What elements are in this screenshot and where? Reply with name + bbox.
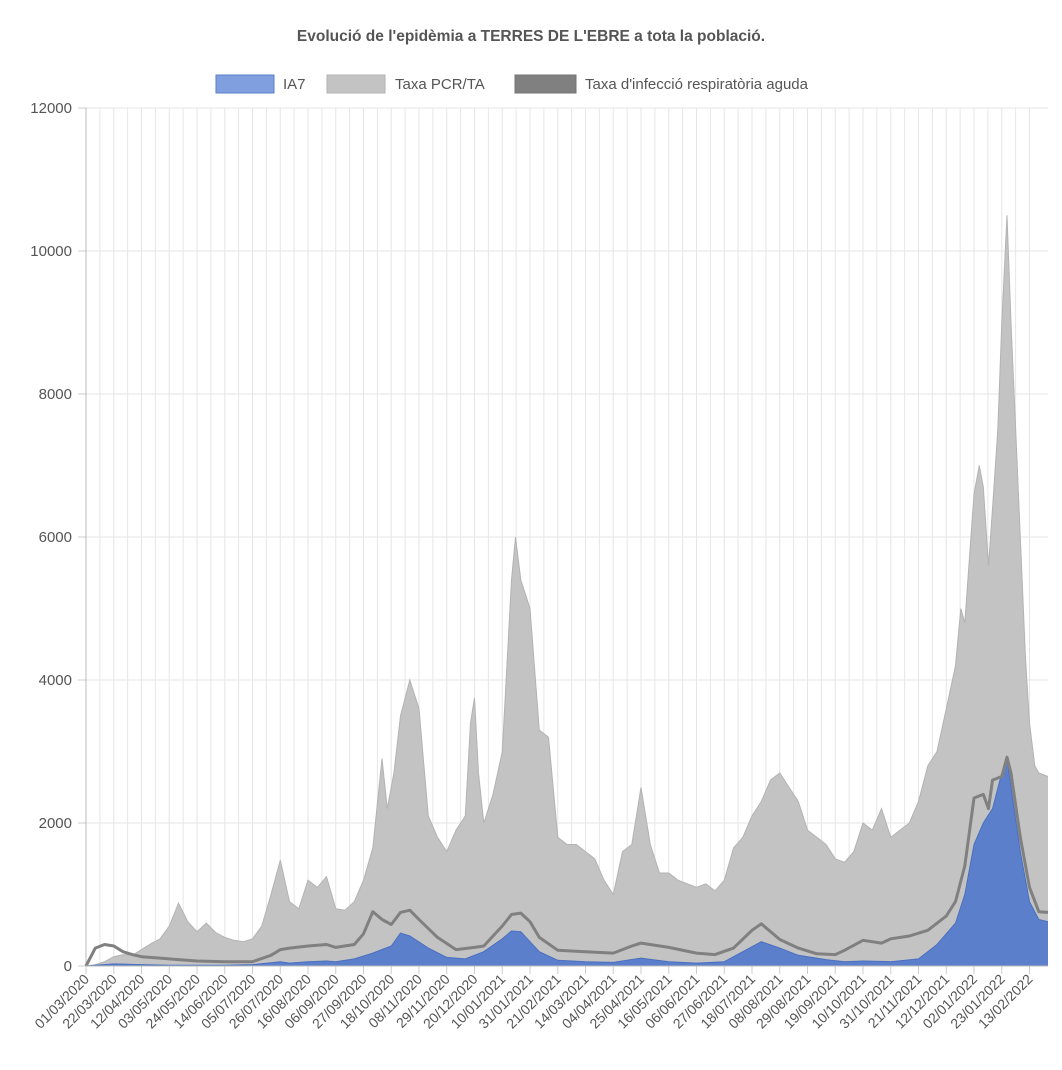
series-line-taxa-d-infecci-respirat-ria-aguda — [84, 755, 1049, 967]
y-tick-label: 6000 — [39, 529, 72, 546]
legend-item-ia7[interactable]: IA7 — [215, 74, 306, 94]
y-tick-label: 8000 — [39, 386, 72, 403]
series-edge-ia7 — [85, 758, 1049, 967]
y-tick-label: 0 — [64, 958, 72, 975]
legend-item-taxa-pcr[interactable]: Taxa PCR/TA — [326, 74, 485, 94]
legend-label-ia7: IA7 — [283, 76, 306, 93]
legend-swatch-taxa-pcr — [326, 74, 386, 94]
legend-swatch-taxa-ira — [514, 74, 577, 94]
legend-item-taxa-ira[interactable]: Taxa d'infecció respiratòria aguda — [514, 74, 809, 94]
legend: IA7 Taxa PCR/TA Taxa d'infecció respirat… — [215, 74, 809, 94]
series-edge-taxa-pcr-ta — [85, 215, 1049, 967]
legend-label-taxa-pcr: Taxa PCR/TA — [395, 76, 485, 93]
x-axis: 01/03/202022/03/202012/04/202003/05/2020… — [31, 965, 1048, 1032]
chart-title: Evolució de l'epidèmia a TERRES DE L'EBR… — [297, 28, 765, 45]
y-tick-label: 12000 — [30, 100, 72, 117]
y-axis: 0 2000 4000 6000 8000 10000 12000 — [30, 100, 87, 975]
legend-label-taxa-ira: Taxa d'infecció respiratòria aguda — [585, 76, 809, 93]
y-tick-label: 2000 — [39, 815, 72, 832]
y-tick-label: 4000 — [39, 672, 72, 689]
series-area-taxa-pcr-ta — [86, 215, 1048, 967]
plot-area — [84, 215, 1049, 967]
series-area-ia7 — [86, 758, 1048, 966]
legend-swatch-ia7 — [215, 74, 275, 94]
y-tick-label: 10000 — [30, 243, 72, 260]
